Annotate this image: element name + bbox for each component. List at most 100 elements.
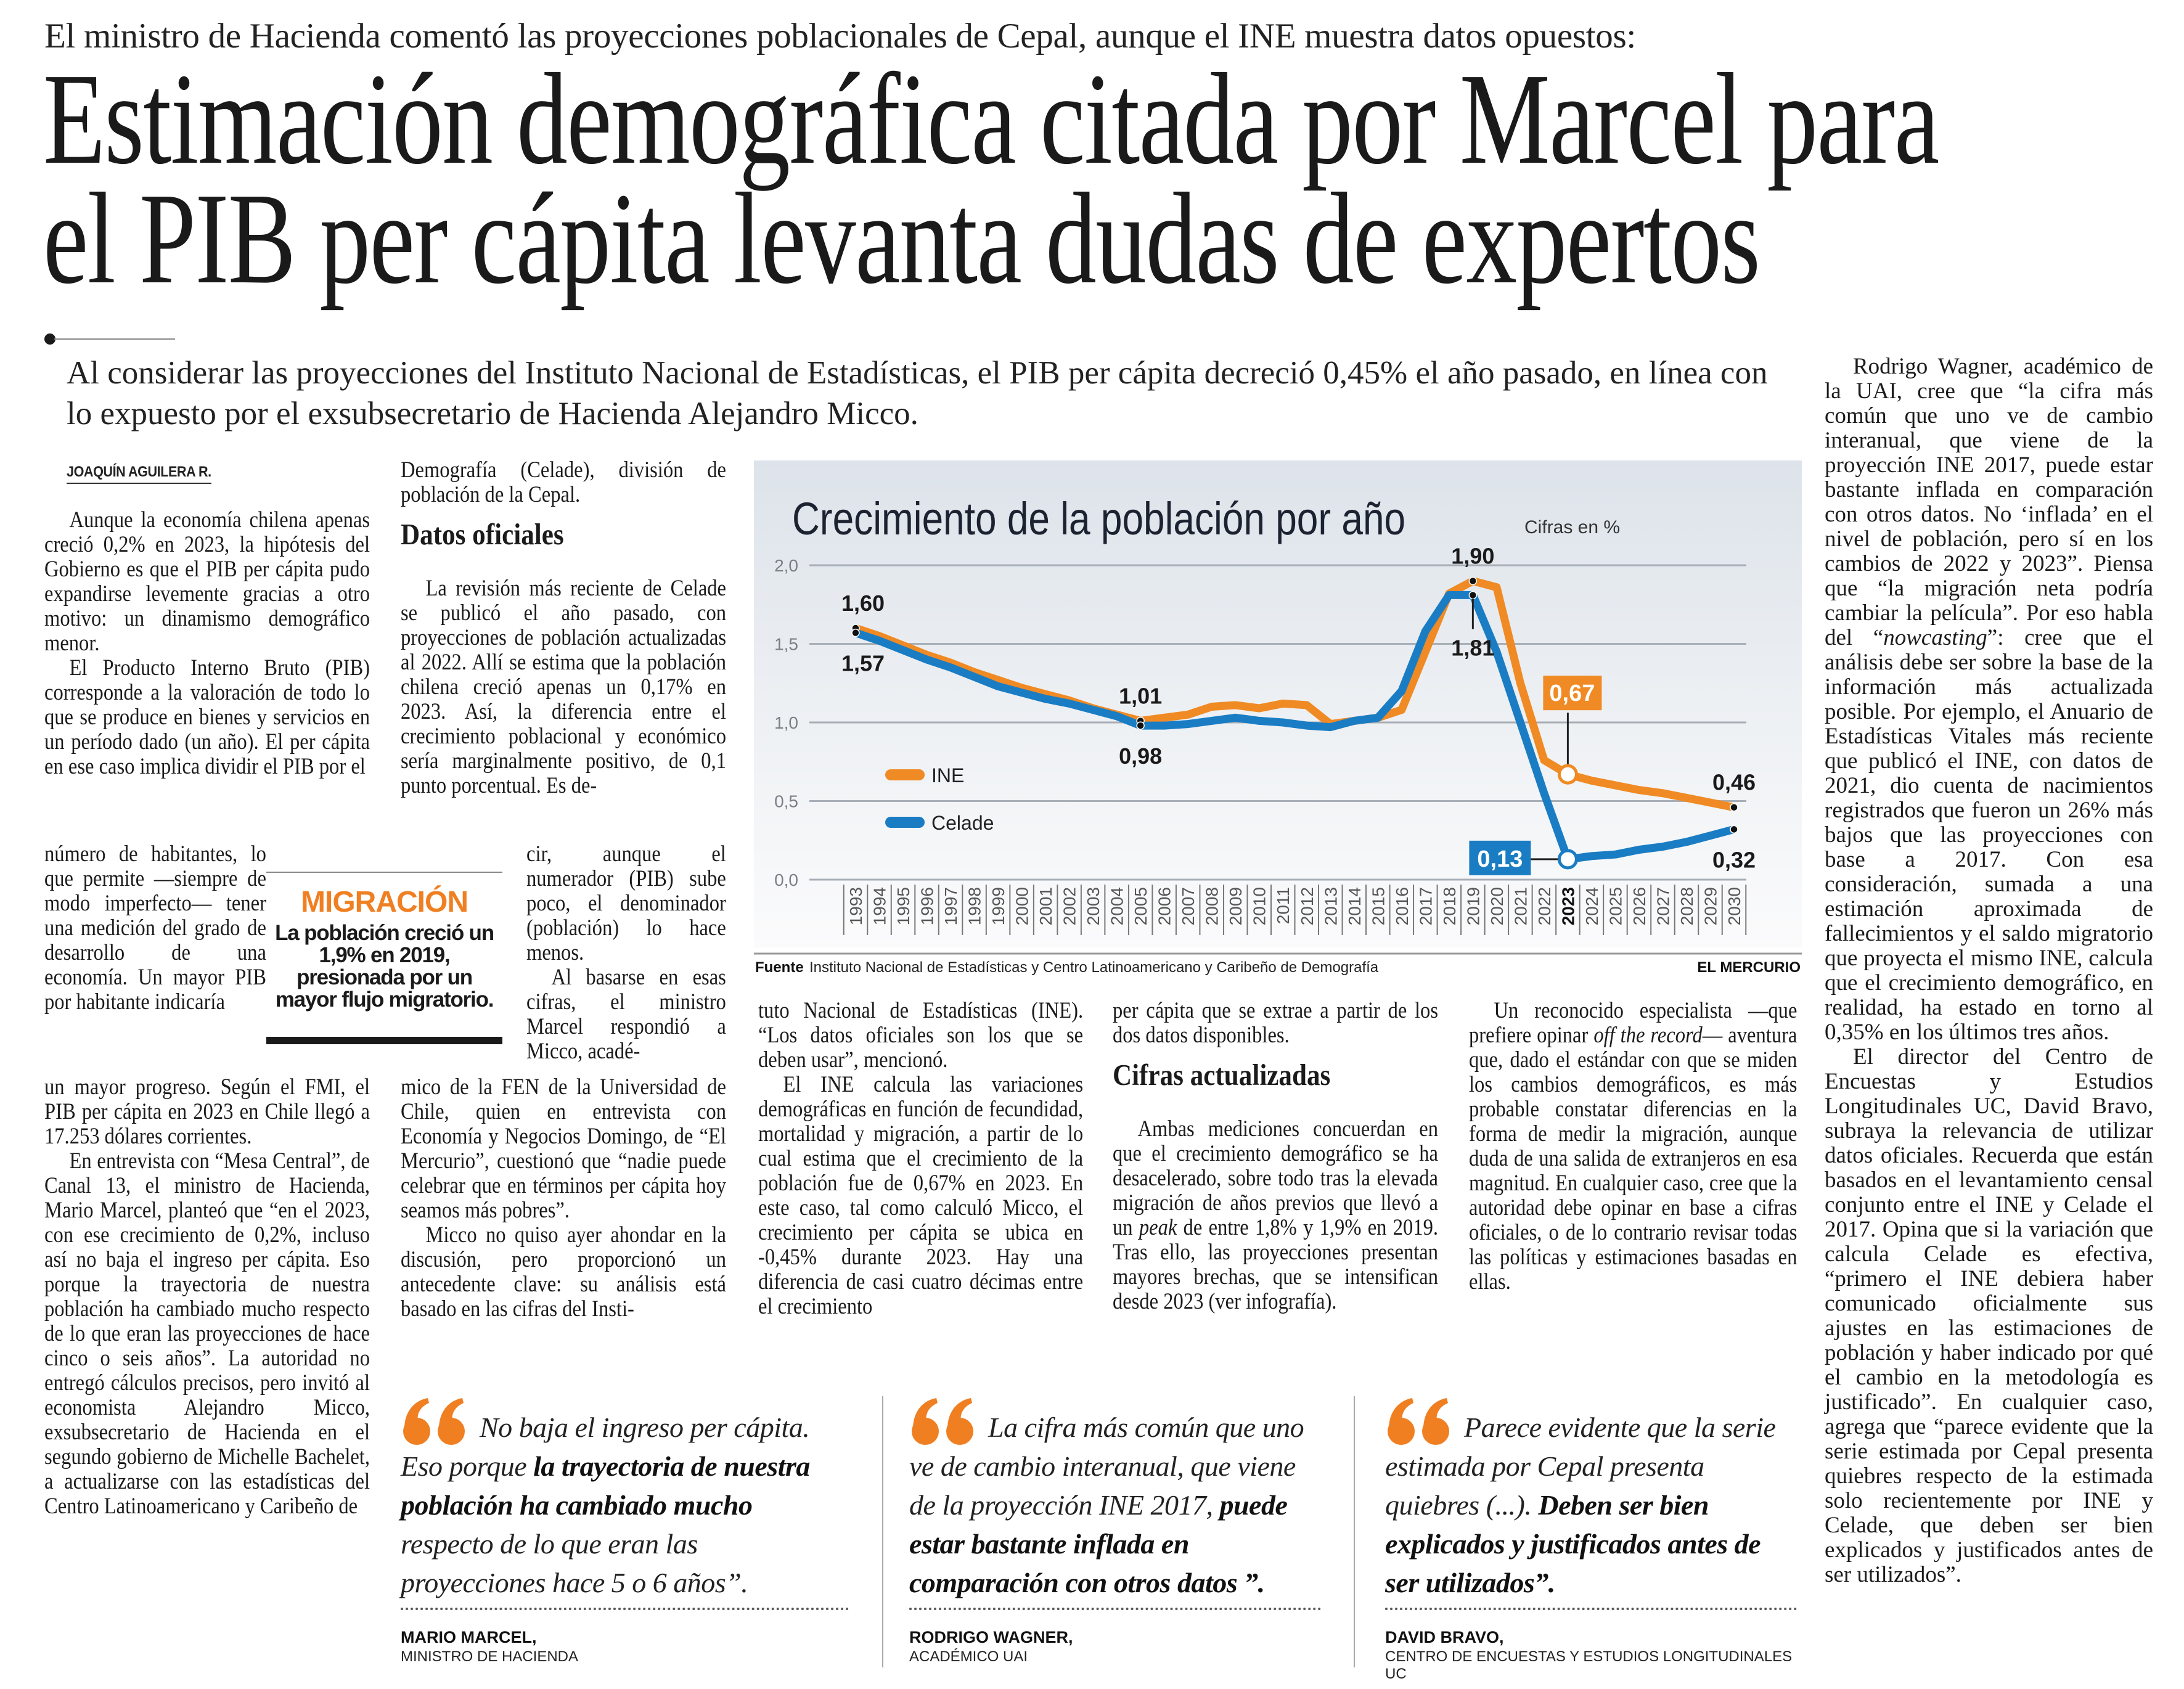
article-paragraph: Rodrigo Wagner, académico de la UAI, cre… — [1825, 354, 2154, 1045]
data-point — [1468, 576, 1478, 586]
article-column-1-top: Aunque la economía chilena apenas creció… — [44, 508, 370, 779]
article-paragraph: Aunque la economía chilena apenas creció… — [44, 507, 370, 656]
data-point — [1468, 591, 1478, 600]
data-label-ine-1993: 1,60 — [841, 591, 885, 616]
data-point — [1730, 803, 1738, 812]
x-tick-label: 2021 — [1511, 887, 1530, 925]
article-paragraph: Al basarse en esas cifras, el ministro M… — [526, 965, 726, 1064]
quote-author-role: CENTRO DE ENCUESTAS Y ESTUDIOS LONGITUDI… — [1385, 1648, 1793, 1682]
x-tick-label: 2006 — [1155, 887, 1174, 925]
article-column-4: per cápita que se extrae a partir de los… — [1113, 999, 1438, 1314]
callout-top-rule — [266, 872, 502, 873]
data-label-celade-2023: 0,13 — [1477, 846, 1523, 872]
quote-emphasis: la trayectoria de nuestra población ha c… — [401, 1450, 810, 1521]
chart-svg: Crecimiento de la población por año Cifr… — [754, 460, 1802, 976]
x-tick-label: 2013 — [1321, 887, 1340, 925]
headline-line-2: el PIB per cápita levanta dudas de exper… — [43, 166, 1761, 311]
quote-author-role: MINISTRO DE HACIENDA — [401, 1648, 579, 1665]
article-paragraph: per cápita que se extrae a partir de los… — [1113, 998, 1438, 1048]
x-tick-label: 1997 — [941, 887, 960, 925]
quote-mark-icon — [912, 1398, 973, 1445]
quote-mark-icon — [403, 1398, 465, 1445]
data-label-celade-2005: 0,98 — [1119, 743, 1162, 769]
article-paragraph: mico de la FEN de la Universidad de Chil… — [401, 1074, 726, 1223]
x-tick-label: 1995 — [894, 887, 913, 925]
x-tick-label: 2019 — [1463, 887, 1483, 925]
article-paragraph: El INE calcula las variaciones demográfi… — [758, 1072, 1084, 1319]
italic-term: peak — [1139, 1215, 1177, 1240]
y-tick-label: 0,0 — [774, 870, 798, 889]
y-tick-label: 1,0 — [774, 713, 798, 732]
x-tick-label: 2003 — [1084, 887, 1103, 925]
article-column-2-narrow: cir, aunque el numerador (PIB) sube poco… — [526, 842, 726, 1064]
legend-label-celade: Celade — [931, 812, 994, 834]
x-tick-label: 2018 — [1440, 887, 1459, 925]
x-tick-label: 2017 — [1416, 887, 1435, 925]
x-tick-label: 2026 — [1630, 887, 1649, 925]
quote-fragment: respecto de lo que eran las proyecciones… — [401, 1528, 748, 1598]
article-paragraph: Demografía (Celade), división de poblaci… — [401, 457, 726, 507]
x-tick-label: 2012 — [1298, 887, 1317, 925]
quote-author: RODRIGO WAGNER, — [909, 1628, 1073, 1646]
x-tick-label: 1993 — [846, 887, 865, 925]
quote-fragment: No baja el ingreso per cápita. Eso porqu… — [401, 1412, 810, 1482]
legend-label-ine: INE — [931, 764, 964, 787]
article-column-6: Rodrigo Wagner, académico de la UAI, cre… — [1825, 354, 2153, 1587]
x-tick-label: 1998 — [965, 887, 984, 925]
x-tick-label: 2005 — [1131, 887, 1150, 925]
callout-title: MIGRACIÓN — [301, 886, 468, 918]
article-paragraph: El Producto Interno Bruto (PIB) correspo… — [44, 655, 370, 779]
x-tick-label: 2010 — [1250, 887, 1269, 925]
quote-author: DAVID BRAVO, — [1385, 1628, 1504, 1646]
kicker: El ministro de Hacienda comentó las proy… — [44, 17, 1636, 55]
callout-bottom-bar — [266, 1037, 502, 1044]
article-column-3: tuto Nacional de Estadísticas (INE). “Lo… — [758, 999, 1083, 1319]
article-paragraph: tuto Nacional de Estadísticas (INE). “Lo… — [758, 998, 1084, 1073]
x-tick-label: 2028 — [1677, 887, 1696, 925]
article-column-1-narrow: número de habitantes, lo que permite —si… — [44, 842, 266, 1015]
dotted-divider — [909, 1608, 1321, 1610]
pull-quote-bravo: Parece evidente que la serie estimada po… — [1385, 1389, 1797, 1682]
section-heading: Datos oficiales — [401, 517, 564, 551]
quote-author: MARIO MARCEL, — [401, 1628, 537, 1646]
quote-mark-icon — [1388, 1398, 1449, 1445]
data-label-celade-2019: 1,81 — [1451, 635, 1494, 660]
pull-quote-marcel: No baja el ingreso per cápita. Eso porqu… — [401, 1389, 849, 1667]
article-column-2-bottom: mico de la FEN de la Universidad de Chil… — [401, 1075, 726, 1322]
data-point — [1730, 825, 1738, 834]
article-paragraph: Ambas mediciones concuerdan en que el cr… — [1113, 1116, 1439, 1314]
x-tick-label: 2015 — [1368, 887, 1388, 925]
x-tick-label: 2002 — [1060, 887, 1079, 925]
data-label-ine-2030: 0,46 — [1712, 770, 1756, 795]
article-paragraph: número de habitantes, lo que permite —si… — [44, 841, 266, 1015]
article-paragraph: cir, aunque el numerador (PIB) sube poco… — [526, 841, 726, 965]
x-tick-label: 2024 — [1582, 887, 1601, 925]
article-paragraph: Un reconocido especialista —que prefiere… — [1469, 998, 1798, 1294]
chart-credit: EL MERCURIO — [1697, 959, 1801, 976]
data-label-ine-2005: 1,01 — [1119, 683, 1162, 708]
article-column-5: Un reconocido especialista —que prefiere… — [1469, 999, 1797, 1294]
x-tick-label: 2007 — [1179, 887, 1198, 925]
italic-term: nowcasting — [1883, 625, 1987, 650]
x-tick-label: 2025 — [1606, 887, 1625, 925]
x-tick-label: 1994 — [870, 887, 890, 925]
quote-text: No baja el ingreso per cápita. Eso porqu… — [401, 1408, 849, 1602]
data-label-ine-2023: 0,67 — [1549, 681, 1595, 706]
x-tick-label: 2008 — [1203, 887, 1222, 925]
highlight-point — [1557, 849, 1578, 870]
x-tick-label: 2011 — [1274, 887, 1293, 924]
x-tick-label: 2014 — [1345, 887, 1364, 925]
quote-emphasis: Deben ser bien explicados y justificados… — [1385, 1489, 1761, 1598]
column-divider — [1354, 1396, 1355, 1667]
article-paragraph: En entrevista con “Mesa Central”, de Can… — [44, 1148, 370, 1519]
article-paragraph: El director del Centro de Encuestas y Es… — [1825, 1044, 2153, 1587]
data-point — [1136, 721, 1145, 730]
quote-text: La cifra más común que uno ve de cambio … — [909, 1408, 1321, 1602]
label-box — [1543, 676, 1602, 711]
x-tick-label: 2016 — [1393, 887, 1412, 925]
dotted-divider — [401, 1608, 849, 1610]
x-tick-label: 2000 — [1013, 887, 1032, 925]
chart-subtitle: Cifras en % — [1524, 517, 1620, 538]
quote-fragment: La cifra más común que uno ve de cambio … — [909, 1412, 1304, 1521]
y-tick-label: 1,5 — [774, 635, 798, 654]
